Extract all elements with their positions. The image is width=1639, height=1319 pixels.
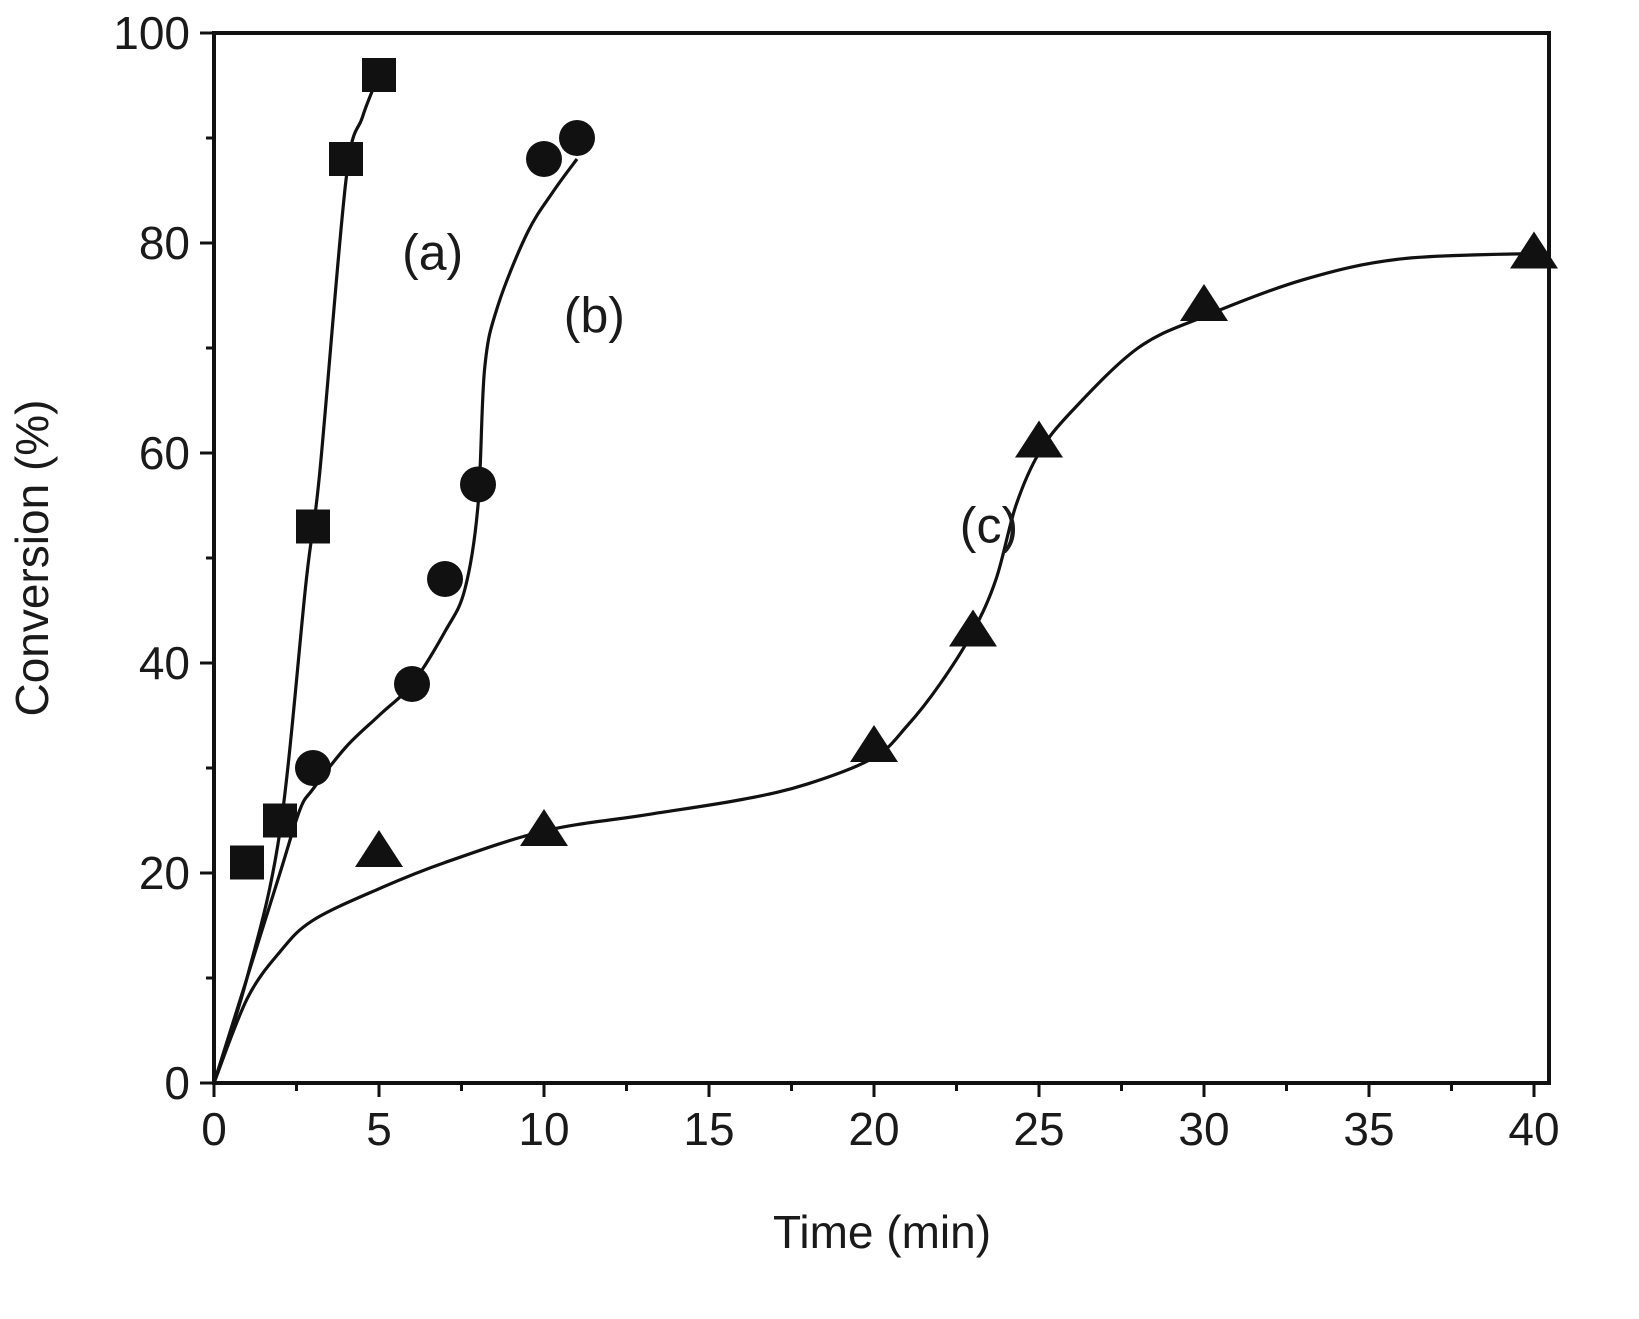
x-axis-title: Time (min) bbox=[773, 1206, 991, 1258]
fit-curve-b bbox=[212, 158, 579, 1084]
curve-label-c: (c) bbox=[960, 497, 1018, 553]
axes bbox=[212, 31, 1551, 1085]
marker-a-3 bbox=[329, 142, 363, 176]
marker-b-4 bbox=[526, 141, 562, 177]
axis-ticks: 0 5 10 15 20 25 30 35 40 0 20 40 60 80 100 bbox=[113, 7, 1559, 1155]
marker-c-4 bbox=[1015, 420, 1063, 458]
marker-a-1 bbox=[263, 803, 297, 838]
marker-c-2 bbox=[850, 725, 898, 762]
curve-labels: (a) (b) (c) bbox=[402, 224, 1018, 553]
marker-b-5 bbox=[559, 120, 595, 156]
marker-a-4 bbox=[362, 58, 396, 92]
marker-c-0 bbox=[355, 830, 403, 867]
x-tick-label-25: 25 bbox=[1013, 1103, 1064, 1155]
plot-frame bbox=[212, 31, 1551, 1085]
marker-c-1 bbox=[520, 809, 568, 846]
x-tick-label-20: 20 bbox=[848, 1103, 899, 1155]
x-tick-label-15: 15 bbox=[683, 1103, 734, 1155]
marker-b-0 bbox=[295, 750, 331, 786]
y-tick-label-60: 60 bbox=[139, 427, 190, 479]
marker-c-5 bbox=[1180, 284, 1228, 321]
x-tick-label-5: 5 bbox=[366, 1103, 392, 1155]
marker-a-0 bbox=[230, 845, 264, 880]
marker-b-3 bbox=[460, 466, 496, 503]
data-markers bbox=[230, 58, 1558, 880]
y-tick-label-0: 0 bbox=[164, 1057, 190, 1109]
x-tick-label-40: 40 bbox=[1508, 1103, 1559, 1155]
x-tick-label-30: 30 bbox=[1178, 1103, 1229, 1155]
marker-b-2 bbox=[427, 561, 463, 597]
y-tick-label-40: 40 bbox=[139, 637, 190, 689]
y-tick-label-80: 80 bbox=[139, 217, 190, 269]
marker-b-1 bbox=[394, 666, 430, 702]
curve-label-a: (a) bbox=[402, 224, 463, 280]
marker-c-3 bbox=[949, 609, 997, 647]
marker-c-6 bbox=[1510, 231, 1558, 269]
marker-a-2 bbox=[296, 509, 330, 544]
x-tick-label-10: 10 bbox=[518, 1103, 569, 1155]
y-axis-title: Conversion (%) bbox=[6, 400, 58, 717]
curve-label-b: (b) bbox=[564, 287, 625, 343]
y-tick-label-100: 100 bbox=[113, 7, 190, 59]
y-tick-label-20: 20 bbox=[139, 847, 190, 899]
axis-labels: Time (min) Conversion (%) bbox=[6, 400, 991, 1259]
x-tick-label-35: 35 bbox=[1343, 1103, 1394, 1155]
x-tick-label-0: 0 bbox=[201, 1103, 227, 1155]
